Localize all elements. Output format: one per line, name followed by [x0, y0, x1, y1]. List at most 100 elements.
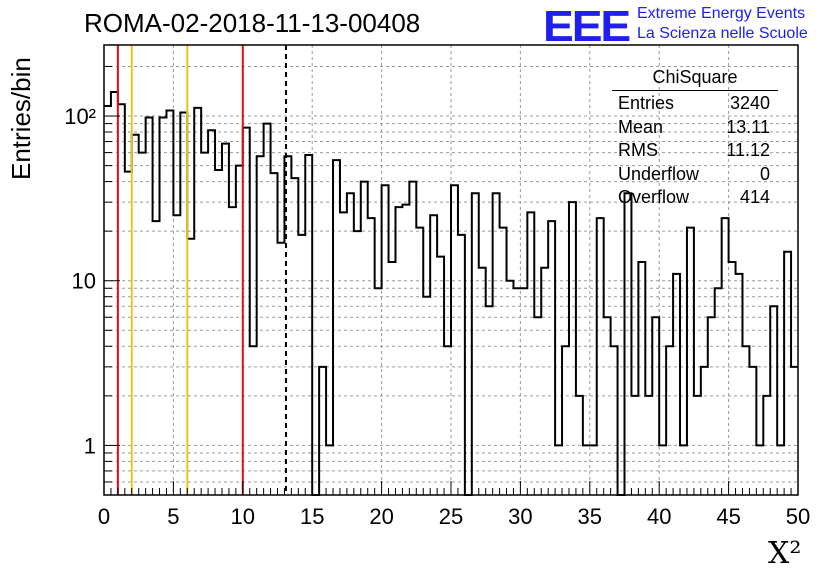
histogram-bin — [569, 202, 576, 495]
histogram-bin — [118, 104, 125, 495]
histogram-bin — [444, 346, 451, 495]
histogram-bin — [395, 207, 402, 495]
tick-labels: 0 5 10 15 20 25 30 35 40 45 50 1 10 10² — [64, 104, 810, 529]
x-tick-label: 50 — [786, 504, 810, 529]
stats-row-mean: Mean 13.11 — [612, 116, 778, 140]
stats-label: Mean — [618, 116, 664, 137]
histogram-bin — [305, 155, 312, 495]
run-title: ROMA-02-2018-11-13-00408 — [84, 8, 421, 38]
histogram-bin — [416, 228, 423, 495]
histogram-bin — [215, 170, 222, 495]
histogram-bin — [402, 205, 409, 495]
stats-label: RMS — [618, 140, 658, 160]
histogram-bin — [458, 235, 465, 495]
histogram-bin — [153, 221, 160, 495]
histogram-bin — [694, 396, 701, 495]
histogram-bin — [160, 117, 167, 495]
y-axis-label: Entries/bin — [6, 57, 36, 180]
histogram-bin — [437, 257, 444, 495]
x-tick-label: 0 — [98, 504, 110, 529]
histogram-bin — [666, 346, 673, 495]
x-tick-label: 20 — [369, 504, 393, 529]
histogram-bin — [541, 268, 548, 495]
histogram-bin — [319, 367, 326, 495]
grid — [104, 45, 798, 496]
histogram-bin — [194, 108, 201, 495]
histogram-bin — [146, 117, 153, 495]
histogram-bin — [333, 160, 340, 495]
x-tick-label: 45 — [716, 504, 740, 529]
stats-value: 0 — [759, 163, 770, 184]
histogram-bin — [187, 239, 194, 495]
histogram-bin — [472, 193, 479, 495]
histogram-bin — [451, 185, 458, 495]
histogram-bin — [243, 128, 250, 495]
histogram-bin — [430, 215, 437, 495]
histogram-bin — [548, 221, 555, 495]
stats-value: 414 — [739, 187, 770, 207]
stats-value: 3240 — [729, 93, 770, 113]
histogram-bin — [375, 288, 382, 495]
histogram-bin — [645, 396, 652, 495]
eee-logo: EEE — [543, 2, 631, 51]
histogram-bin — [770, 306, 777, 495]
histogram-bin — [257, 156, 264, 495]
histogram-bin — [534, 317, 541, 495]
histogram-bin — [271, 173, 278, 495]
histogram-bin — [673, 274, 680, 495]
histogram-bin — [507, 281, 514, 495]
histogram-bin — [597, 218, 604, 495]
histogram-bin — [166, 111, 173, 495]
y-tick-label: 10² — [64, 104, 96, 129]
histogram-bin — [361, 182, 368, 495]
histogram-bin — [763, 396, 770, 495]
histogram-bin — [562, 346, 569, 495]
logo-caption-line2: La Scienza nelle Scuole — [637, 25, 808, 42]
x-tick-label: 30 — [508, 504, 532, 529]
histogram-bin — [555, 445, 562, 495]
x-tick-label: 10 — [231, 504, 255, 529]
histogram-bin — [652, 317, 659, 495]
histogram-bin — [132, 135, 139, 495]
histogram-bin — [208, 130, 215, 495]
stats-label: Entries — [618, 93, 675, 113]
histogram-bin — [409, 182, 416, 495]
histogram-bin — [298, 235, 305, 495]
histogram — [104, 90, 798, 496]
histogram-bin — [423, 297, 430, 495]
marker-lines — [116, 45, 287, 495]
logo-caption-line1: Extreme Energy Events — [637, 5, 806, 22]
x-tick-label: 5 — [167, 504, 179, 529]
histogram-bin — [687, 228, 694, 495]
histogram-bin — [708, 317, 715, 495]
histogram-bin — [180, 113, 187, 495]
x-tick-label: 40 — [647, 504, 671, 529]
histogram-bin — [527, 212, 534, 495]
histogram-bin — [493, 193, 500, 495]
histogram-bin — [104, 106, 111, 495]
histogram-bin — [576, 396, 583, 495]
y-tick-label: 10 — [72, 269, 96, 294]
histogram-bin — [250, 346, 257, 495]
stats-value: 11.12 — [726, 140, 770, 160]
histogram-bin — [590, 445, 597, 495]
histogram-outline — [104, 90, 798, 496]
stats-row-overflow: Overflow 414 — [612, 186, 778, 210]
stats-label: Underflow — [618, 163, 700, 184]
stats-row-entries: Entries 3240 — [612, 92, 778, 116]
histogram-bin — [291, 178, 298, 495]
histogram-bin — [784, 252, 791, 495]
x-axis-label: X² — [768, 536, 802, 571]
histogram-bin — [736, 274, 743, 495]
x-tick-label: 25 — [439, 504, 463, 529]
histogram-bin — [729, 262, 736, 495]
x-tick-label: 15 — [300, 504, 324, 529]
axis-ticks — [103, 65, 799, 496]
histogram-bin — [326, 445, 333, 495]
histogram-bin — [125, 172, 132, 495]
histogram-bin — [513, 288, 520, 495]
histogram-bin — [715, 288, 722, 495]
histogram-bin — [229, 207, 236, 495]
histogram-bin — [173, 215, 180, 495]
